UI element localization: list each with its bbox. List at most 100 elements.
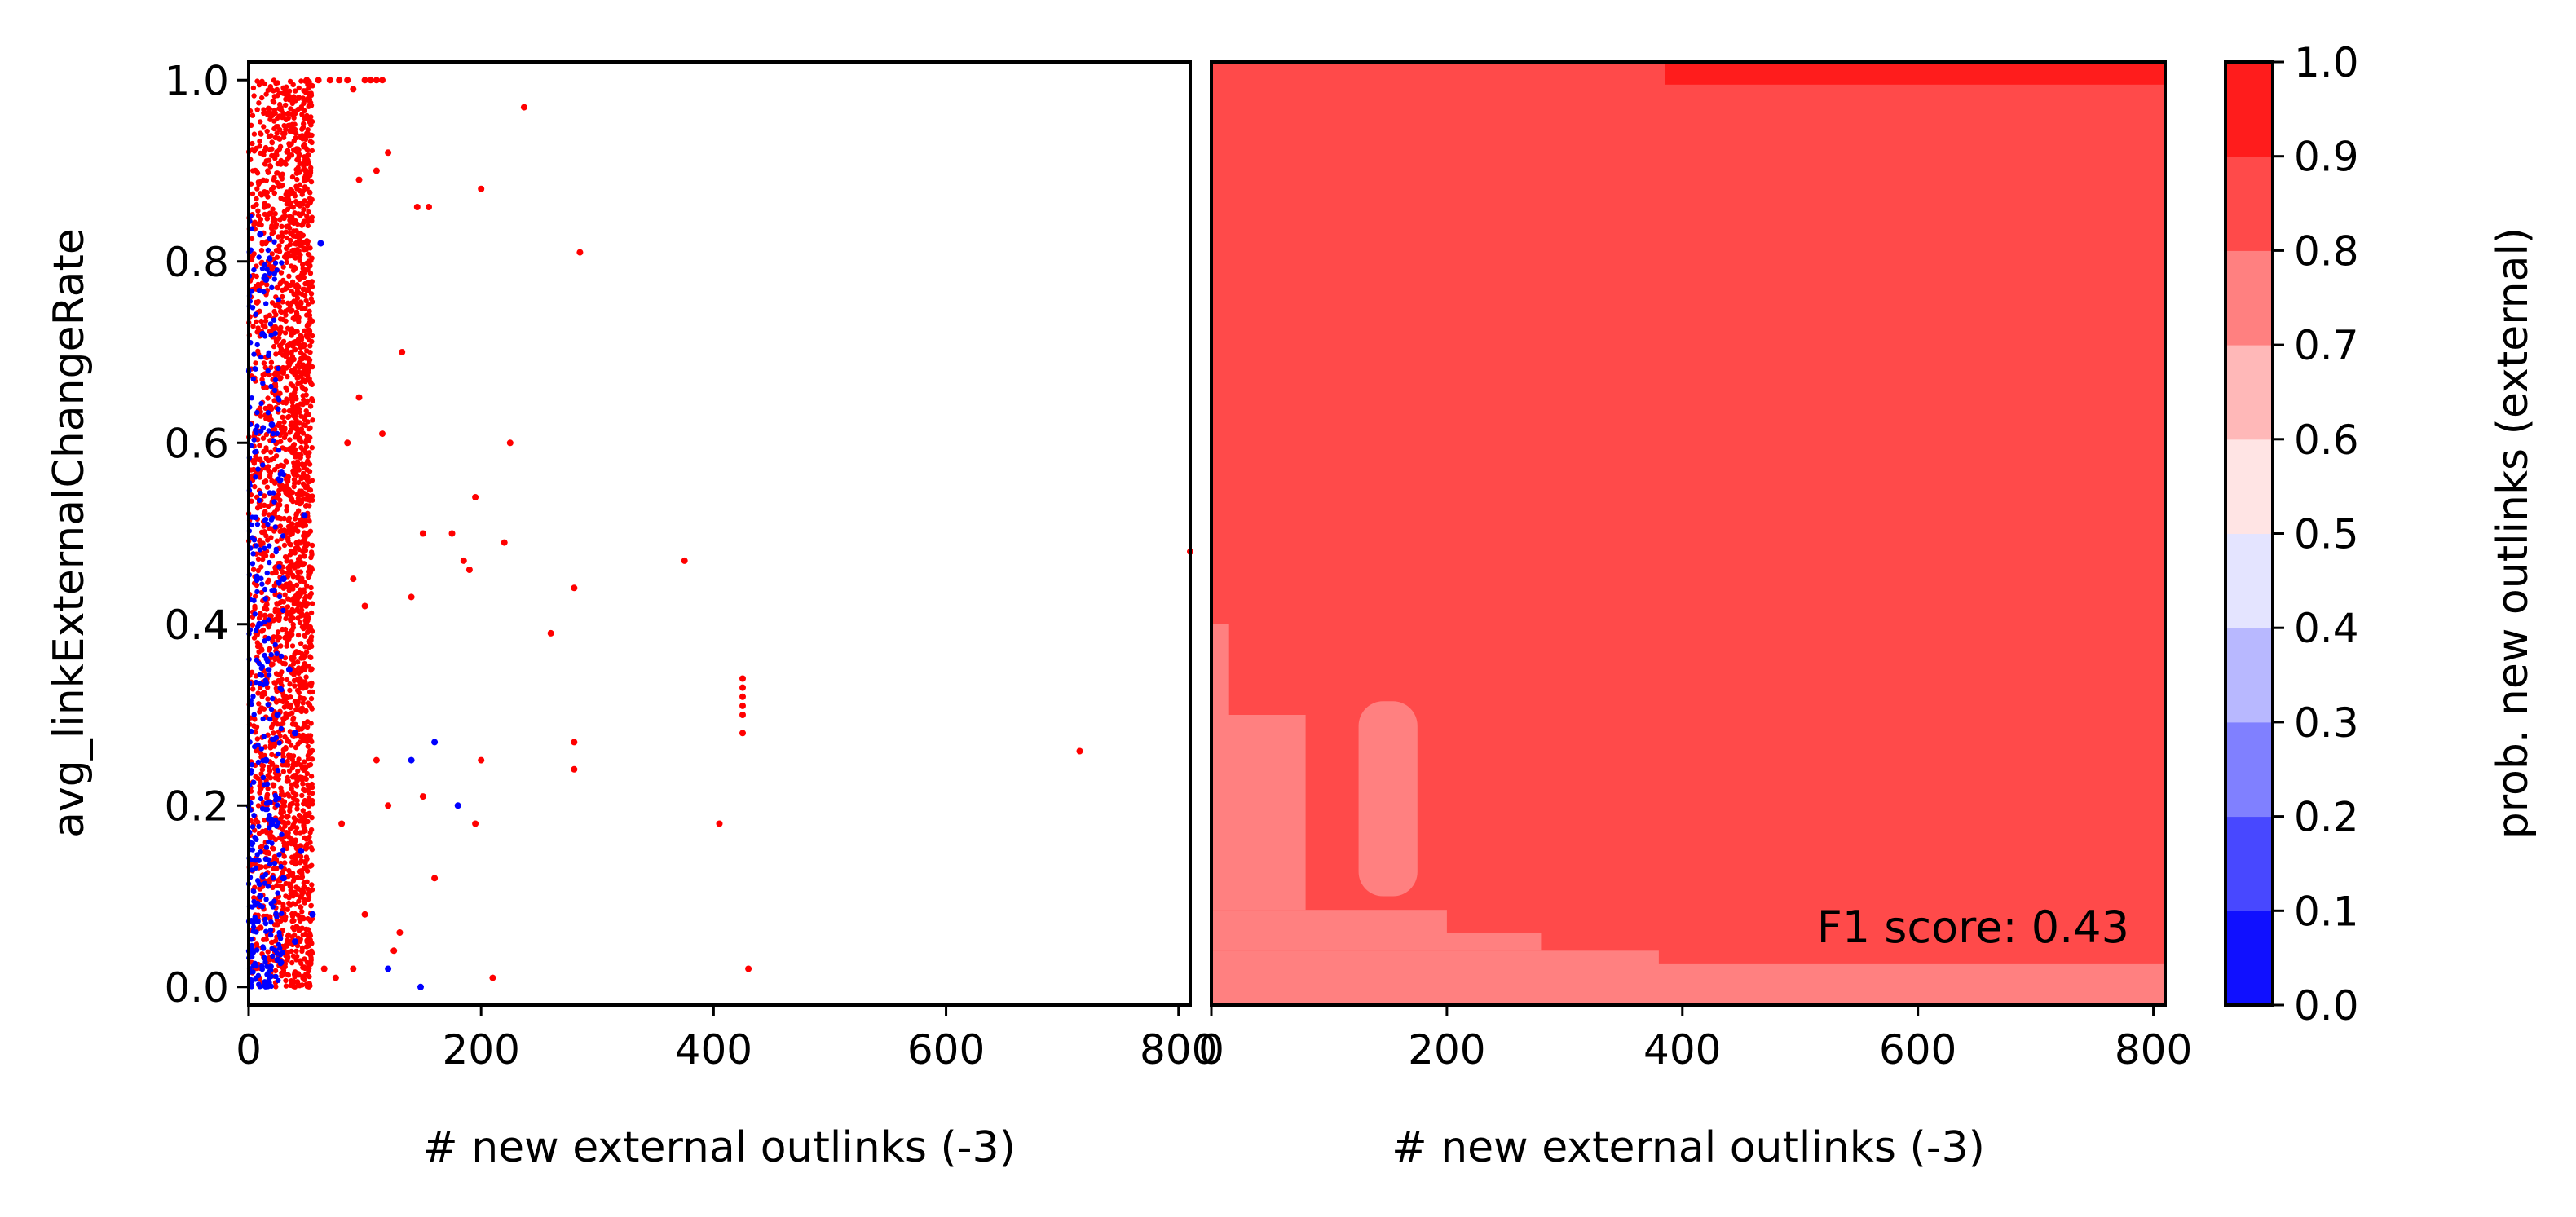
scatter-point — [716, 820, 723, 827]
x-tick-label: 600 — [1879, 1026, 1956, 1074]
scatter-band-point — [253, 774, 258, 780]
scatter-band-point — [299, 270, 306, 276]
scatter-band-point — [276, 672, 282, 677]
scatter-band-point — [302, 860, 308, 866]
scatter-band-point — [279, 233, 285, 240]
scatter-band-point — [301, 724, 307, 730]
scatter-band-point — [309, 814, 315, 821]
scatter-band-point — [302, 328, 307, 333]
scatter-band-point — [284, 951, 290, 957]
scatter-band-point — [276, 564, 282, 570]
scatter-band-point — [252, 743, 258, 750]
scatter-band-point — [278, 347, 285, 353]
scatter-band-point — [270, 206, 276, 212]
scatter-band-point — [290, 761, 296, 768]
scatter-band-point — [293, 772, 299, 778]
scatter-point — [326, 77, 333, 84]
scatter-band-point — [267, 543, 272, 549]
scatter-band-point — [296, 248, 302, 254]
scatter-band-point — [291, 191, 297, 196]
scatter-band-point — [280, 264, 286, 270]
scatter-band-point — [301, 695, 307, 702]
scatter-band-point — [304, 583, 310, 589]
scatter-band-point — [303, 443, 310, 450]
scatter-band-point — [273, 973, 279, 980]
scatter-band-point — [251, 93, 257, 99]
scatter-band-point — [285, 250, 291, 256]
scatter-band-point — [307, 761, 314, 768]
scatter-band-point — [287, 687, 293, 694]
scatter-band-point — [288, 106, 293, 112]
scatter-band-point — [260, 556, 266, 562]
scatter-band-point — [292, 121, 298, 127]
scatter-band-point — [309, 706, 315, 712]
scatter-band-point — [288, 982, 293, 989]
scatter-band-point — [308, 948, 315, 954]
scatter-band-point — [308, 903, 314, 909]
scatter-band-point — [267, 256, 273, 262]
scatter-band-point — [252, 915, 258, 920]
scatter-band-point — [267, 262, 272, 269]
scatter-point — [385, 965, 392, 972]
scatter-band-point — [309, 148, 315, 153]
colorbar-tick-label: 0.8 — [2294, 227, 2359, 275]
scatter-point — [257, 893, 264, 900]
scatter-band-point — [304, 467, 310, 473]
scatter-band-point — [270, 695, 276, 702]
scatter-band-point — [302, 621, 309, 628]
scatter-point — [408, 593, 415, 601]
scatter-band-point — [299, 562, 306, 568]
scatter-band-point — [271, 467, 278, 473]
scatter-band-point — [293, 825, 300, 831]
x-tick-label: 200 — [1408, 1026, 1485, 1074]
scatter-band-point — [276, 492, 281, 497]
scatter-band-point — [298, 370, 304, 376]
scatter-band-point — [271, 239, 277, 245]
scatter-band-point — [256, 497, 262, 503]
scatter-band-point — [283, 977, 289, 984]
scatter-band-point — [258, 192, 265, 198]
scatter-band-point — [290, 924, 296, 931]
scatter-band-point — [283, 161, 289, 167]
scatter-point — [262, 756, 270, 764]
scatter-band-point — [304, 112, 310, 119]
scatter-band-point — [304, 348, 310, 354]
scatter-band-point — [274, 170, 280, 176]
scatter-band-point — [273, 351, 279, 357]
scatter-band-point — [304, 365, 310, 371]
scatter-point — [454, 802, 461, 809]
scatter-band-point — [258, 542, 264, 548]
scatter-band-point — [299, 892, 305, 897]
scatter-band-point — [289, 597, 294, 603]
scatter-band-point — [278, 324, 284, 330]
scatter-band-point — [251, 888, 257, 895]
x-tick-label: 400 — [675, 1026, 752, 1074]
scatter-band-point — [300, 201, 306, 207]
scatter-band-point — [301, 220, 307, 226]
scatter-band-point — [288, 187, 293, 193]
scatter-band-point — [261, 479, 267, 485]
scatter-band-point — [280, 968, 287, 973]
scatter-band-point — [295, 157, 302, 162]
scatter-point — [478, 185, 485, 192]
scatter-band-point — [262, 638, 267, 644]
scatter-band-point — [293, 183, 299, 189]
scatter-band-point — [272, 110, 278, 117]
scatter-band-point — [287, 564, 293, 571]
scatter-band-point — [262, 529, 267, 535]
scatter-point — [385, 802, 392, 809]
scatter-band-point — [273, 823, 280, 829]
scatter-band-point — [294, 979, 301, 985]
scatter-band-point — [276, 593, 283, 600]
scatter-band-point — [285, 115, 291, 121]
scatter-band-point — [295, 602, 301, 608]
scatter-band-point — [296, 670, 302, 677]
scatter-band-point — [286, 867, 292, 874]
scatter-band-point — [266, 617, 271, 623]
scatter-band-point — [267, 832, 274, 839]
scatter-band-point — [298, 78, 304, 84]
scatter-band-point — [285, 414, 291, 420]
scatter-band-point — [267, 775, 274, 781]
scatter-band-point — [296, 869, 302, 875]
scatter-band-point — [298, 413, 304, 419]
